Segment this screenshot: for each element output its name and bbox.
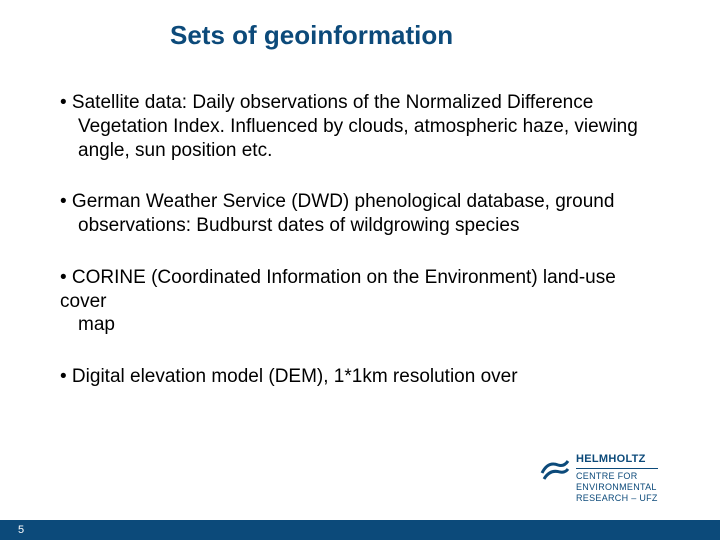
bullet-item: • Satellite data: Daily observations of … (60, 91, 660, 162)
logo-divider (576, 468, 658, 469)
logo-icon (540, 453, 570, 483)
content-area: • Satellite data: Daily observations of … (0, 91, 720, 389)
bullet-text: angle, sun position etc. (60, 139, 660, 163)
bullet-item: • German Weather Service (DWD) phenologi… (60, 190, 660, 238)
slide: Sets of geoinformation • Satellite data:… (0, 0, 720, 540)
bullet-text: map (60, 313, 660, 337)
footer-bar: 5 (0, 520, 720, 540)
bullet-item: • CORINE (Coordinated Information on the… (60, 266, 660, 337)
bullet-text: observations: Budburst dates of wildgrow… (60, 214, 660, 238)
logo-sub: RESEARCH – UFZ (576, 493, 658, 504)
logo-sub: CENTRE FOR (576, 471, 658, 482)
page-number: 5 (18, 524, 24, 536)
logo-sub: ENVIRONMENTAL (576, 482, 658, 493)
helmholtz-logo: HELMHOLTZ CENTRE FOR ENVIRONMENTAL RESEA… (540, 453, 680, 515)
bullet-item: • Digital elevation model (DEM), 1*1km r… (60, 365, 660, 389)
bullet-text: • German Weather Service (DWD) phenologi… (60, 190, 660, 214)
bullet-text: Vegetation Index. Influenced by clouds, … (60, 115, 660, 139)
slide-title: Sets of geoinformation (0, 20, 720, 51)
bullet-text: • CORINE (Coordinated Information on the… (60, 266, 660, 314)
bullet-text: • Digital elevation model (DEM), 1*1km r… (60, 365, 660, 389)
logo-text: HELMHOLTZ CENTRE FOR ENVIRONMENTAL RESEA… (576, 453, 658, 504)
logo-brand: HELMHOLTZ (576, 453, 658, 466)
bullet-text: • Satellite data: Daily observations of … (60, 91, 660, 115)
